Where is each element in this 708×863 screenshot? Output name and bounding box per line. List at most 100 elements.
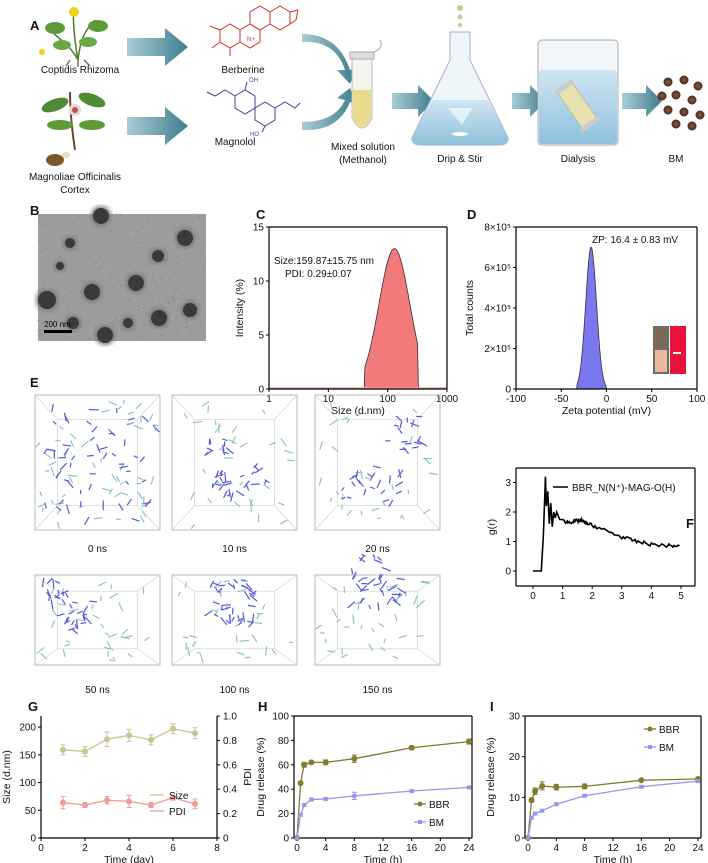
molecule bbox=[101, 487, 112, 492]
molecule bbox=[69, 603, 73, 609]
y-axis-title: Drug release (%) bbox=[255, 737, 267, 816]
chart-h-release: H 0 4 8 12 16 20 24 0 20 40 60 80 100 Time (h) Drug rel… bbox=[255, 699, 475, 863]
tem-noise bbox=[158, 232, 160, 235]
snapshot-time-label: 0 ns bbox=[88, 544, 107, 555]
x-tick-label: 4 bbox=[649, 591, 655, 602]
molecule bbox=[61, 598, 66, 605]
molecule bbox=[378, 573, 382, 580]
molecule bbox=[43, 451, 53, 459]
chart-f-rdf: F 0 1 2 3 4 5 0 1 2 3 g(r) BBR_N(N⁺)-MAG-O(H) bbox=[486, 467, 696, 602]
tem-noise bbox=[152, 326, 155, 329]
molecule bbox=[372, 465, 381, 469]
molecule bbox=[139, 456, 146, 463]
molecule bbox=[239, 474, 245, 478]
tem-noise bbox=[178, 248, 181, 250]
y-axis-title: g(r) bbox=[486, 519, 498, 535]
arrow-icon bbox=[127, 107, 188, 145]
box-edge bbox=[137, 505, 161, 531]
tem-noise bbox=[140, 241, 142, 244]
y-tick-label: 30 bbox=[509, 712, 521, 723]
panel-letter-i: I bbox=[490, 699, 494, 714]
molecule bbox=[52, 420, 57, 425]
molecule bbox=[141, 511, 147, 518]
molecule bbox=[190, 491, 196, 500]
chart-c-dls: C 1 10 100 1000 0 5 10 15 Size (d.nm) Intensity (%… bbox=[234, 207, 459, 417]
panel-letter-a: A bbox=[30, 18, 40, 33]
tem-noise bbox=[39, 334, 41, 336]
molecule bbox=[381, 580, 387, 589]
molecule bbox=[264, 646, 268, 656]
tem-noise bbox=[39, 284, 42, 286]
box-edge bbox=[34, 394, 58, 420]
tem-noise bbox=[151, 285, 153, 287]
molecule bbox=[107, 633, 118, 638]
molecule bbox=[386, 585, 390, 592]
molecule bbox=[318, 477, 323, 486]
molecule bbox=[423, 508, 431, 515]
label-magnolol: Magnolol bbox=[215, 137, 256, 148]
tem-noise bbox=[153, 299, 156, 302]
tem-noise bbox=[110, 229, 113, 232]
molecule bbox=[251, 590, 257, 596]
molecule bbox=[363, 488, 367, 496]
molecule bbox=[50, 599, 54, 610]
molecule bbox=[371, 628, 375, 633]
molecule bbox=[381, 589, 385, 596]
molecule bbox=[104, 632, 110, 636]
tem-noise bbox=[63, 276, 65, 278]
bm-point bbox=[582, 793, 587, 798]
molecule bbox=[379, 579, 382, 584]
molecule bbox=[214, 424, 222, 434]
tem-noise bbox=[171, 317, 174, 319]
molecule bbox=[109, 593, 119, 599]
tem-noise bbox=[127, 311, 129, 314]
molecule bbox=[108, 400, 117, 406]
tem-noise bbox=[120, 285, 122, 287]
molecule bbox=[56, 613, 65, 617]
box-edge bbox=[417, 505, 441, 531]
bbr-point bbox=[322, 759, 329, 766]
molecule bbox=[152, 424, 160, 433]
tem-noise bbox=[43, 230, 46, 233]
tem-noise bbox=[65, 259, 67, 262]
molecule bbox=[211, 609, 217, 612]
molecule bbox=[221, 604, 231, 607]
molecule bbox=[248, 498, 254, 506]
curved-arrow-icon bbox=[302, 34, 356, 84]
tem-noise bbox=[191, 213, 194, 215]
molecule bbox=[264, 479, 270, 484]
molecule bbox=[192, 420, 203, 424]
tem-noise bbox=[194, 300, 197, 303]
tem-noise bbox=[182, 316, 185, 319]
molecule bbox=[362, 577, 368, 580]
intensity-distribution-area bbox=[363, 248, 419, 390]
molecule bbox=[271, 648, 277, 655]
molecule bbox=[251, 634, 258, 643]
molecule bbox=[231, 425, 238, 433]
molecule bbox=[399, 448, 407, 451]
box-edge bbox=[171, 394, 195, 420]
molecule bbox=[416, 634, 424, 638]
tem-noise bbox=[44, 310, 47, 313]
x-tick-label: 1 bbox=[560, 591, 566, 602]
tem-noise bbox=[175, 256, 177, 258]
molecule bbox=[236, 651, 245, 656]
molecule bbox=[416, 435, 422, 443]
pdi-annotation: PDI: 0.29±0.07 bbox=[285, 269, 352, 280]
tem-noise bbox=[56, 292, 59, 295]
molecule bbox=[395, 415, 402, 422]
molecule bbox=[51, 620, 56, 628]
bbr-point bbox=[351, 755, 358, 762]
x-tick-label: 4 bbox=[323, 843, 329, 854]
y-tick-label: 5 bbox=[258, 331, 264, 342]
bm-line bbox=[296, 786, 470, 839]
snapshot-box bbox=[34, 574, 161, 666]
molecule bbox=[57, 603, 67, 606]
tem-noise bbox=[111, 323, 114, 326]
snapshot-box bbox=[314, 394, 441, 531]
molecule bbox=[55, 506, 62, 511]
tem-noise bbox=[144, 330, 146, 332]
y2-tick-label: 0 bbox=[223, 834, 229, 845]
tem-noise bbox=[50, 246, 52, 249]
molecule bbox=[141, 415, 149, 423]
